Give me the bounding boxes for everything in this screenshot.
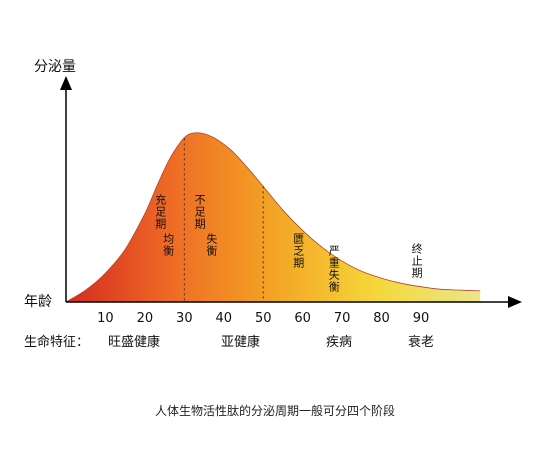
x-tick-label: 70 — [334, 311, 351, 326]
secretion-area — [66, 132, 481, 302]
curve-annotation-3: 不足期 — [195, 193, 206, 230]
chart-caption: 人体生物活性肽的分泌周期一般可分四个阶段 — [154, 404, 395, 418]
curve-annotation-6: 严重失衡 — [329, 244, 340, 293]
curve-annotation-4: 失衡 — [206, 233, 217, 258]
curve-annotation-7: 终止期 — [412, 242, 423, 280]
y-axis-label: 分泌量 — [34, 59, 76, 75]
x-tick-label: 20 — [137, 311, 154, 326]
curve-annotation-1: 充足期 — [155, 192, 166, 230]
stage-label-2: 亚健康 — [221, 335, 261, 350]
x-tick-label: 40 — [216, 311, 233, 326]
stage-label-3: 疾病 — [326, 335, 353, 350]
secretion-curve-line — [65, 132, 481, 303]
curve-annotation-5: 匮乏期 — [293, 233, 304, 270]
x-tick-label: 90 — [413, 311, 430, 326]
stages-title: 生命特征： — [24, 335, 90, 350]
x-tick-label: 10 — [97, 311, 114, 326]
x-tick-label: 80 — [373, 311, 390, 326]
x-axis-label: 年龄 — [24, 294, 52, 310]
x-tick-label: 50 — [255, 311, 272, 326]
x-axis-arrow — [508, 296, 522, 308]
x-tick-label: 60 — [294, 311, 311, 326]
x-tick-label: 30 — [176, 311, 193, 326]
curve-annotation-2: 均衡 — [163, 233, 174, 258]
stage-label-4: 衰老 — [408, 335, 435, 350]
y-axis-arrow — [60, 76, 72, 90]
stage-label-1: 旺盛健康 — [108, 335, 161, 350]
